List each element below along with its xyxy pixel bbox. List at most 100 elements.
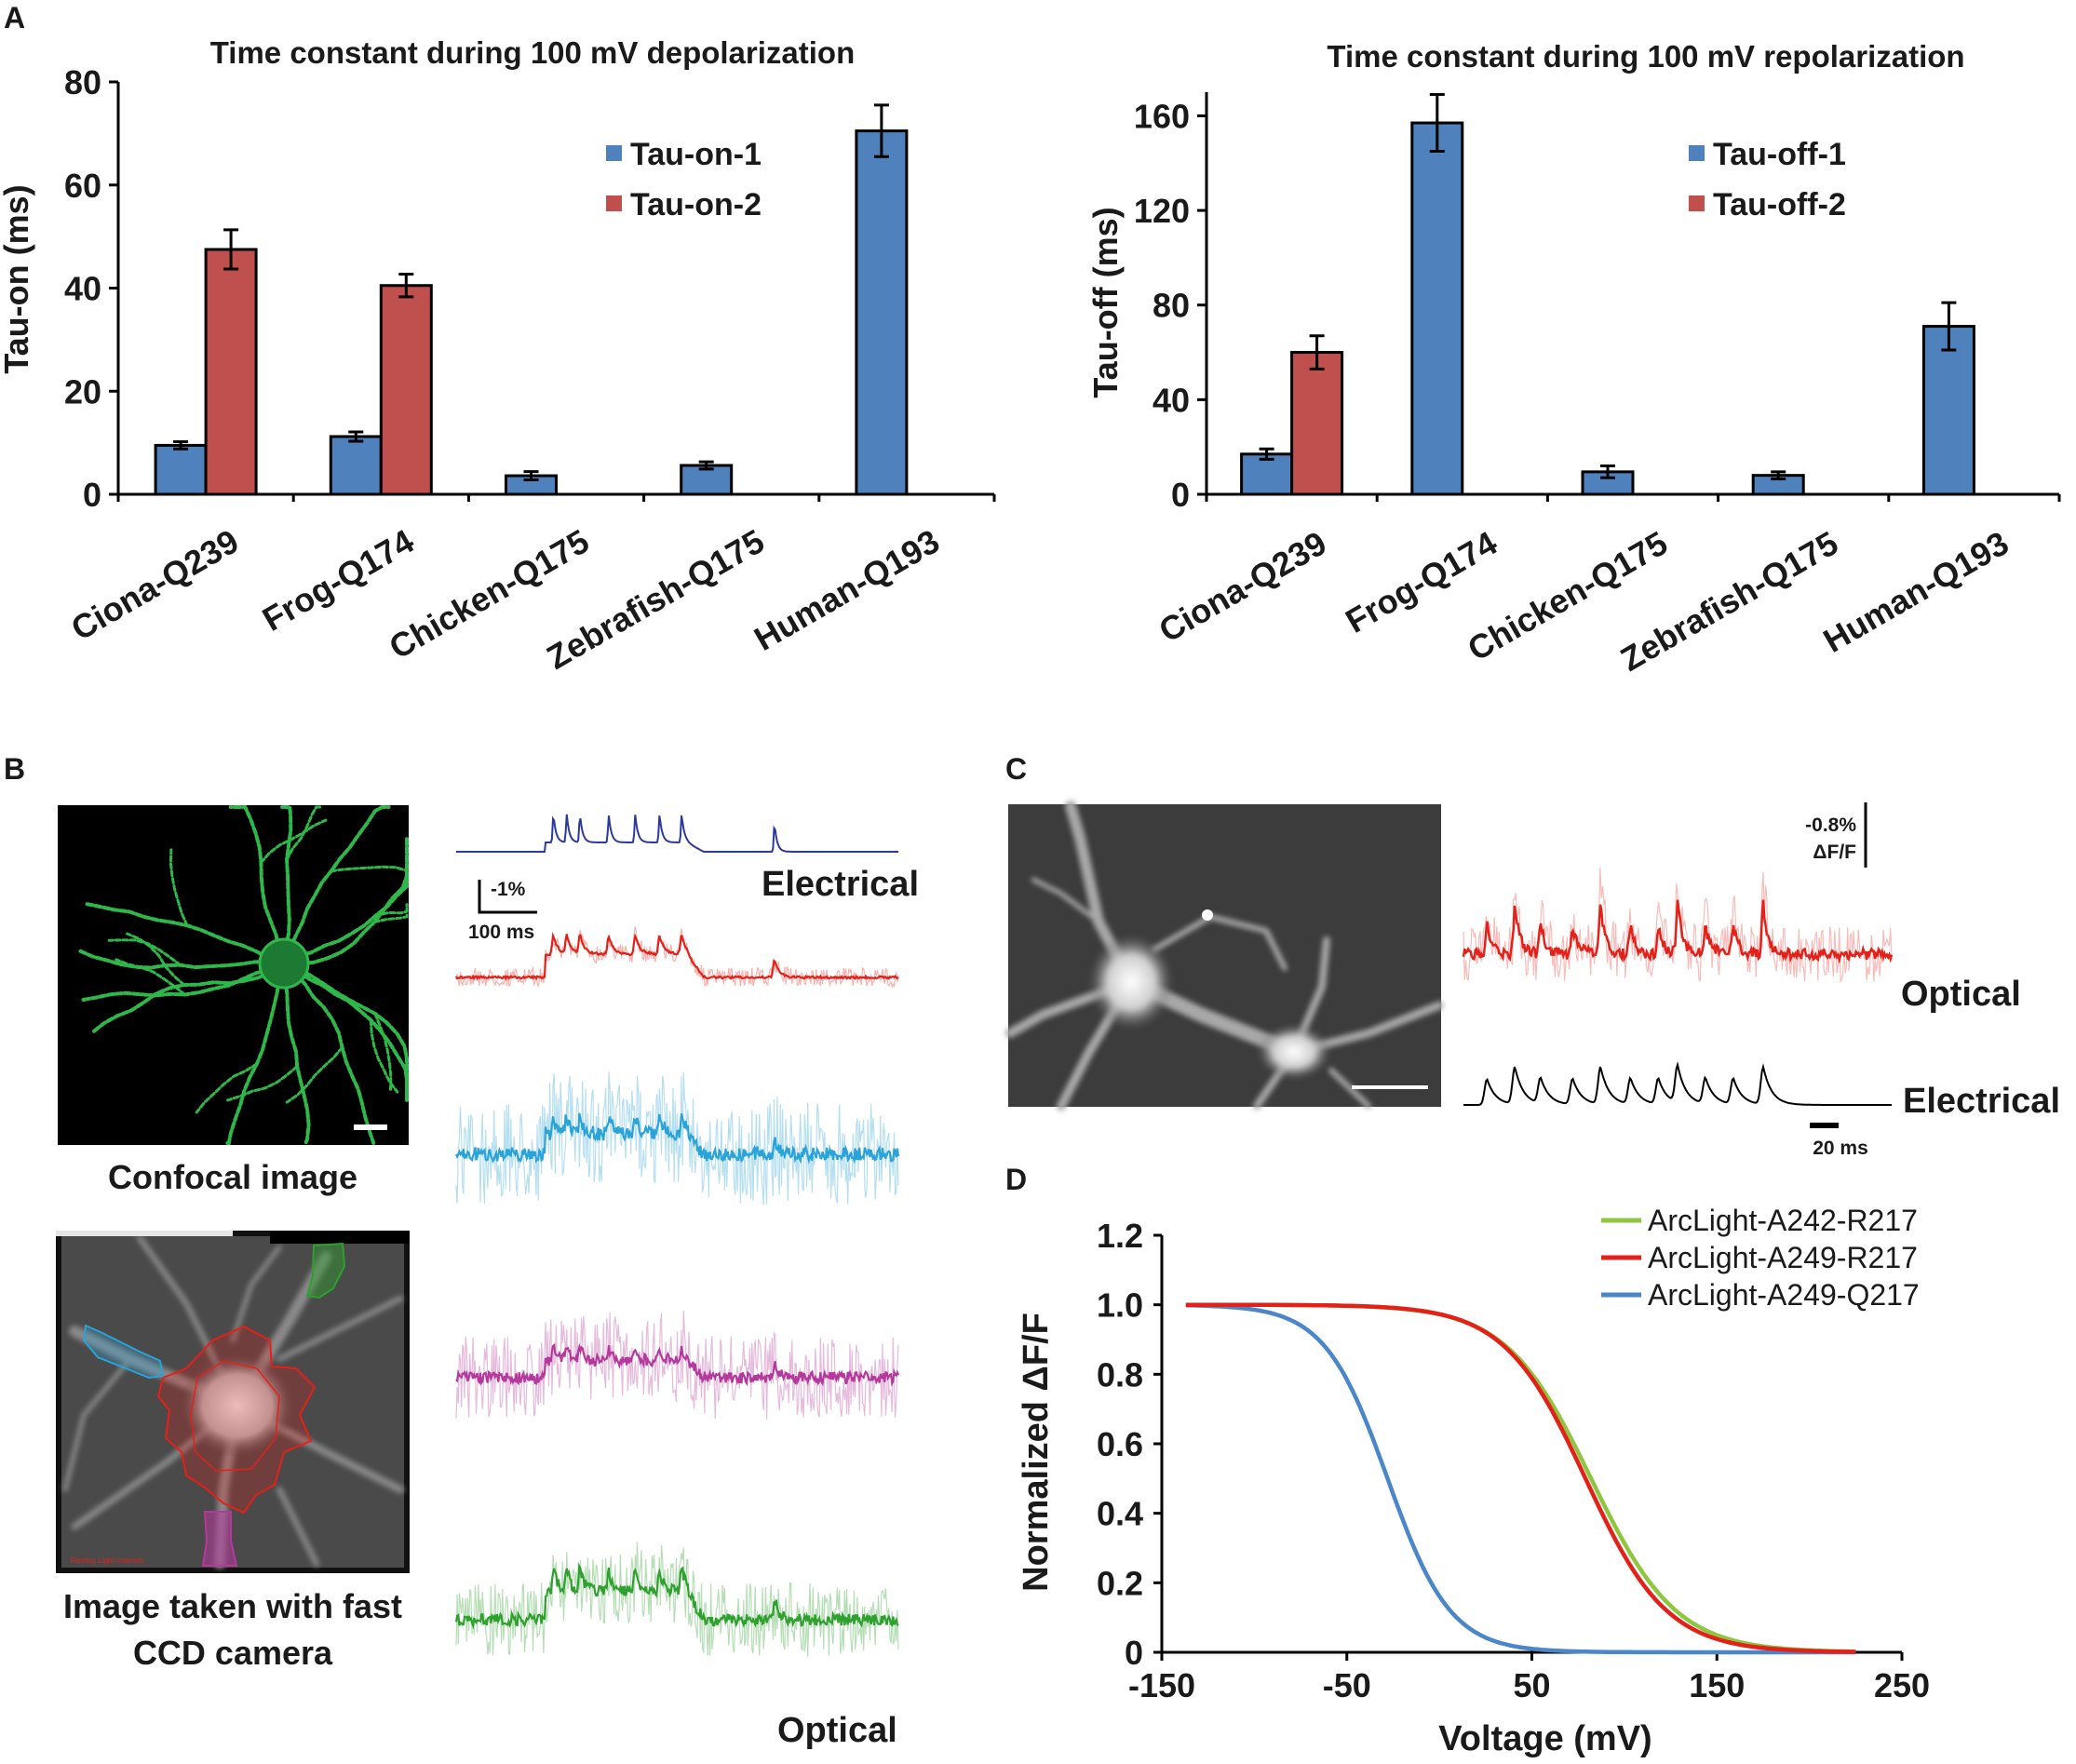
electrical-label: Electrical bbox=[762, 865, 919, 904]
x-tick-label: Human-Q193 bbox=[1817, 523, 2015, 660]
x-tick-label: 250 bbox=[1874, 1666, 1930, 1704]
dendrite bbox=[228, 805, 286, 965]
bar-tau-off-1 bbox=[1410, 121, 1464, 496]
roi-magenta bbox=[201, 1511, 238, 1567]
legend-label: Tau-on-2 bbox=[630, 187, 762, 222]
panel-label-b: B bbox=[4, 752, 25, 786]
y-tick-label: 0 bbox=[1171, 476, 1190, 514]
electrical-trace bbox=[456, 814, 898, 853]
neuron-confocal bbox=[76, 805, 409, 1145]
legend-swatch bbox=[606, 145, 622, 161]
bar-tau-off-2 bbox=[1290, 351, 1344, 496]
soma-2 bbox=[1257, 1024, 1331, 1080]
legend-swatch bbox=[606, 195, 622, 211]
dendrite bbox=[79, 962, 286, 1003]
y-axis-label: Tau-on (ms) bbox=[0, 184, 35, 373]
electrical-label: Electrical bbox=[1903, 1082, 2060, 1121]
x-tick-label: Frog-Q174 bbox=[256, 521, 420, 639]
ccd-caption-line2: CCD camera bbox=[133, 1634, 333, 1672]
dendrite-branch bbox=[226, 1065, 299, 1102]
scale-df-label: -1% bbox=[491, 879, 526, 900]
y-tick-label: 0.8 bbox=[1097, 1355, 1143, 1394]
legend-label: ArcLight-A242-R217 bbox=[1648, 1204, 1918, 1237]
neuron-ccd bbox=[62, 1235, 404, 1569]
dendrite-branch bbox=[372, 914, 409, 923]
normalized-dff-line-chart: Voltage (mV) Normalized ΔF/F 0 0.2 0.4 0.6 0… bbox=[1017, 1204, 1930, 1758]
neurite bbox=[62, 1356, 133, 1492]
legend-label: Tau-on-1 bbox=[630, 137, 762, 172]
y-tick-label: 120 bbox=[1134, 192, 1190, 230]
y-tick-label: 160 bbox=[1134, 97, 1190, 135]
tau-off-bar-chart: Time constant during 100 mV repolarizati… bbox=[1086, 39, 2061, 679]
curve-arclight-a249-q217 bbox=[1185, 1303, 1856, 1655]
y-tick-label: 0 bbox=[1125, 1634, 1143, 1672]
dendrite-branch bbox=[259, 818, 328, 865]
x-tick-label: -150 bbox=[1128, 1666, 1195, 1704]
ccd-image: Resting Light Intensity bbox=[56, 1231, 410, 1573]
panel-label-c: C bbox=[1005, 752, 1027, 786]
bar-tau-on-1 bbox=[154, 443, 208, 496]
panel-label-d: D bbox=[1005, 1163, 1027, 1196]
x-tick-label: Human-Q193 bbox=[748, 521, 946, 658]
scale-time-label: 20 ms bbox=[1813, 1138, 1868, 1159]
chart-title: Time constant during 100 mV repolarizati… bbox=[1327, 39, 1964, 74]
neurite bbox=[276, 1487, 319, 1567]
dendrite bbox=[223, 962, 286, 1145]
dendrite-branch bbox=[373, 903, 409, 918]
neurite bbox=[230, 1245, 282, 1343]
dendrite bbox=[282, 962, 311, 1145]
x-tick-label: Ciona-Q239 bbox=[1153, 523, 1333, 650]
raw-optical-trace-4 bbox=[455, 1542, 899, 1657]
x-tick-label: 50 bbox=[1513, 1666, 1550, 1704]
bar-tau-off-1 bbox=[1921, 325, 1975, 496]
scale-bar bbox=[1352, 1085, 1428, 1089]
neurite bbox=[1328, 1068, 1371, 1109]
filtered-optical-trace-1 bbox=[455, 932, 899, 981]
optical-label: Optical bbox=[1901, 975, 2021, 1014]
chart-title: Time constant during 100 mV depolarizati… bbox=[210, 35, 856, 70]
dendrite-branch bbox=[373, 1012, 393, 1091]
roi-green bbox=[305, 1242, 346, 1299]
panel-b-scale-bar: -1% 100 ms bbox=[468, 879, 537, 943]
electrical-trace bbox=[1463, 1060, 1892, 1106]
filtered-optical-trace-4 bbox=[454, 1562, 899, 1630]
dendrite-branch bbox=[107, 938, 182, 967]
dendrite bbox=[282, 962, 409, 1102]
ccd-small-label: Resting Light Intensity bbox=[71, 1556, 144, 1565]
dendrite bbox=[282, 805, 391, 965]
dendrite-branch bbox=[285, 1045, 344, 1104]
x-tick-label: 150 bbox=[1689, 1666, 1745, 1704]
legend-label: ArcLight-A249-Q217 bbox=[1648, 1278, 1920, 1312]
legend-label: Tau-off-1 bbox=[1713, 137, 1846, 172]
dendrite-branch bbox=[330, 865, 409, 873]
legend-swatch bbox=[1689, 145, 1705, 161]
y-axis-label: Tau-off (ms) bbox=[1086, 207, 1125, 397]
bar-tau-on-2 bbox=[204, 248, 258, 496]
confocal-caption: Confocal image bbox=[108, 1158, 357, 1196]
x-tick-label: -50 bbox=[1323, 1666, 1371, 1704]
confocal-image bbox=[58, 805, 409, 1145]
legend-label: ArcLight-A249-R217 bbox=[1648, 1241, 1918, 1274]
neurite bbox=[276, 1296, 403, 1362]
y-tick-label: 0.6 bbox=[1097, 1425, 1143, 1463]
tau-on-bar-chart: Time constant during 100 mV depolarizati… bbox=[0, 35, 996, 677]
curve-arclight-a242-r217 bbox=[1185, 1302, 1856, 1654]
panel-c-traces bbox=[1462, 868, 1894, 1106]
legend-swatch bbox=[1689, 195, 1705, 211]
dendrite bbox=[282, 835, 409, 966]
soma bbox=[258, 937, 310, 990]
dendrite-branch bbox=[126, 932, 186, 987]
roi-blue bbox=[82, 1324, 165, 1380]
raw-optical-trace-1 bbox=[455, 926, 899, 989]
x-tick-label: Ciona-Q239 bbox=[64, 521, 245, 648]
y-tick-label: 0.2 bbox=[1097, 1564, 1143, 1602]
panel-b-traces bbox=[454, 814, 900, 1657]
x-axis-label: Voltage (mV) bbox=[1438, 1719, 1651, 1758]
y-tick-label: 0 bbox=[83, 476, 101, 514]
y-tick-label: 40 bbox=[1153, 381, 1190, 419]
y-tick-label: 80 bbox=[1153, 287, 1190, 325]
dendrite bbox=[282, 962, 376, 1145]
raw-optical-trace bbox=[1463, 868, 1893, 984]
dendrite-branch bbox=[285, 805, 323, 862]
legend-label: Tau-off-2 bbox=[1713, 187, 1846, 222]
